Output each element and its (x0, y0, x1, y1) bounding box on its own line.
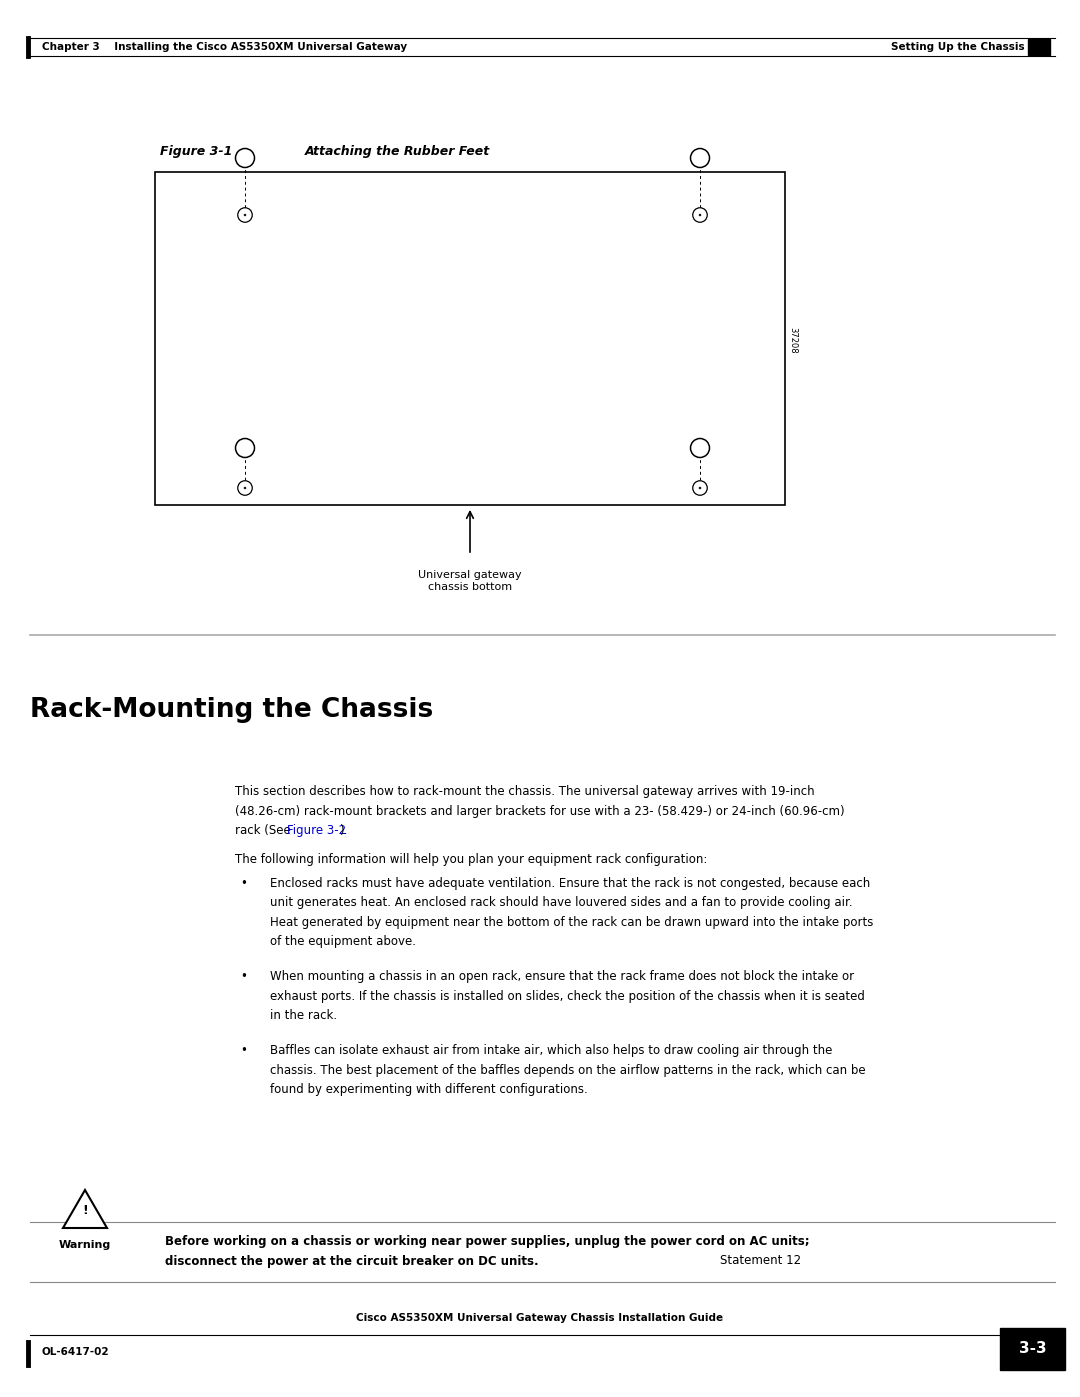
Text: •: • (240, 1045, 247, 1058)
Text: Chapter 3    Installing the Cisco AS5350XM Universal Gateway: Chapter 3 Installing the Cisco AS5350XM … (42, 42, 407, 52)
Ellipse shape (690, 148, 710, 168)
Text: in the rack.: in the rack. (270, 1009, 337, 1023)
Text: •: • (240, 971, 247, 983)
Ellipse shape (235, 148, 255, 168)
Text: 37208: 37208 (788, 327, 797, 353)
Ellipse shape (690, 439, 710, 457)
Text: When mounting a chassis in an open rack, ensure that the rack frame does not blo: When mounting a chassis in an open rack,… (270, 971, 854, 983)
Text: Before working on a chassis or working near power supplies, unplug the power cor: Before working on a chassis or working n… (165, 1235, 810, 1248)
Text: ).: ). (339, 824, 348, 837)
Text: Rack-Mounting the Chassis: Rack-Mounting the Chassis (30, 697, 433, 724)
Bar (1000, 1329, 1065, 1370)
Text: Figure 3-2: Figure 3-2 (287, 824, 346, 837)
Bar (156, 172, 785, 504)
Text: (48.26-cm) rack-mount brackets and larger brackets for use with a 23- (58.429-) : (48.26-cm) rack-mount brackets and large… (235, 805, 845, 817)
Text: found by experimenting with different configurations.: found by experimenting with different co… (270, 1083, 588, 1097)
Text: 3-3: 3-3 (1018, 1341, 1047, 1356)
Ellipse shape (238, 481, 253, 496)
Bar (1028, 39, 1050, 54)
Text: Setting Up the Chassis: Setting Up the Chassis (891, 42, 1025, 52)
Text: Cisco AS5350XM Universal Gateway Chassis Installation Guide: Cisco AS5350XM Universal Gateway Chassis… (356, 1313, 724, 1323)
Text: !: ! (82, 1204, 87, 1218)
Ellipse shape (699, 214, 701, 217)
Text: unit generates heat. An enclosed rack should have louvered sides and a fan to pr: unit generates heat. An enclosed rack sh… (270, 895, 852, 909)
Ellipse shape (699, 488, 701, 489)
Text: Attaching the Rubber Feet: Attaching the Rubber Feet (305, 145, 490, 158)
Text: Figure 3-1: Figure 3-1 (160, 145, 232, 158)
Text: •: • (240, 877, 247, 890)
Text: chassis. The best placement of the baffles depends on the airflow patterns in th: chassis. The best placement of the baffl… (270, 1065, 866, 1077)
Text: Heat generated by equipment near the bottom of the rack can be drawn upward into: Heat generated by equipment near the bot… (270, 915, 874, 929)
Ellipse shape (244, 488, 246, 489)
Text: Universal gateway
chassis bottom: Universal gateway chassis bottom (418, 570, 522, 591)
Ellipse shape (235, 439, 255, 457)
Text: Baffles can isolate exhaust air from intake air, which also helps to draw coolin: Baffles can isolate exhaust air from int… (270, 1045, 833, 1058)
Text: The following information will help you plan your equipment rack configuration:: The following information will help you … (235, 854, 707, 866)
Text: OL-6417-02: OL-6417-02 (42, 1347, 110, 1356)
Text: of the equipment above.: of the equipment above. (270, 935, 416, 949)
Text: rack (See: rack (See (235, 824, 295, 837)
Ellipse shape (238, 208, 253, 222)
Ellipse shape (244, 214, 246, 217)
Ellipse shape (692, 208, 707, 222)
Text: disconnect the power at the circuit breaker on DC units.: disconnect the power at the circuit brea… (165, 1255, 539, 1267)
Text: exhaust ports. If the chassis is installed on slides, check the position of the : exhaust ports. If the chassis is install… (270, 989, 865, 1003)
Text: This section describes how to rack-mount the chassis. The universal gateway arri: This section describes how to rack-mount… (235, 785, 814, 798)
Text: Warning: Warning (59, 1241, 111, 1250)
Polygon shape (63, 1190, 107, 1228)
Text: Statement 12: Statement 12 (720, 1255, 801, 1267)
Ellipse shape (692, 481, 707, 496)
Text: Enclosed racks must have adequate ventilation. Ensure that the rack is not conge: Enclosed racks must have adequate ventil… (270, 877, 870, 890)
